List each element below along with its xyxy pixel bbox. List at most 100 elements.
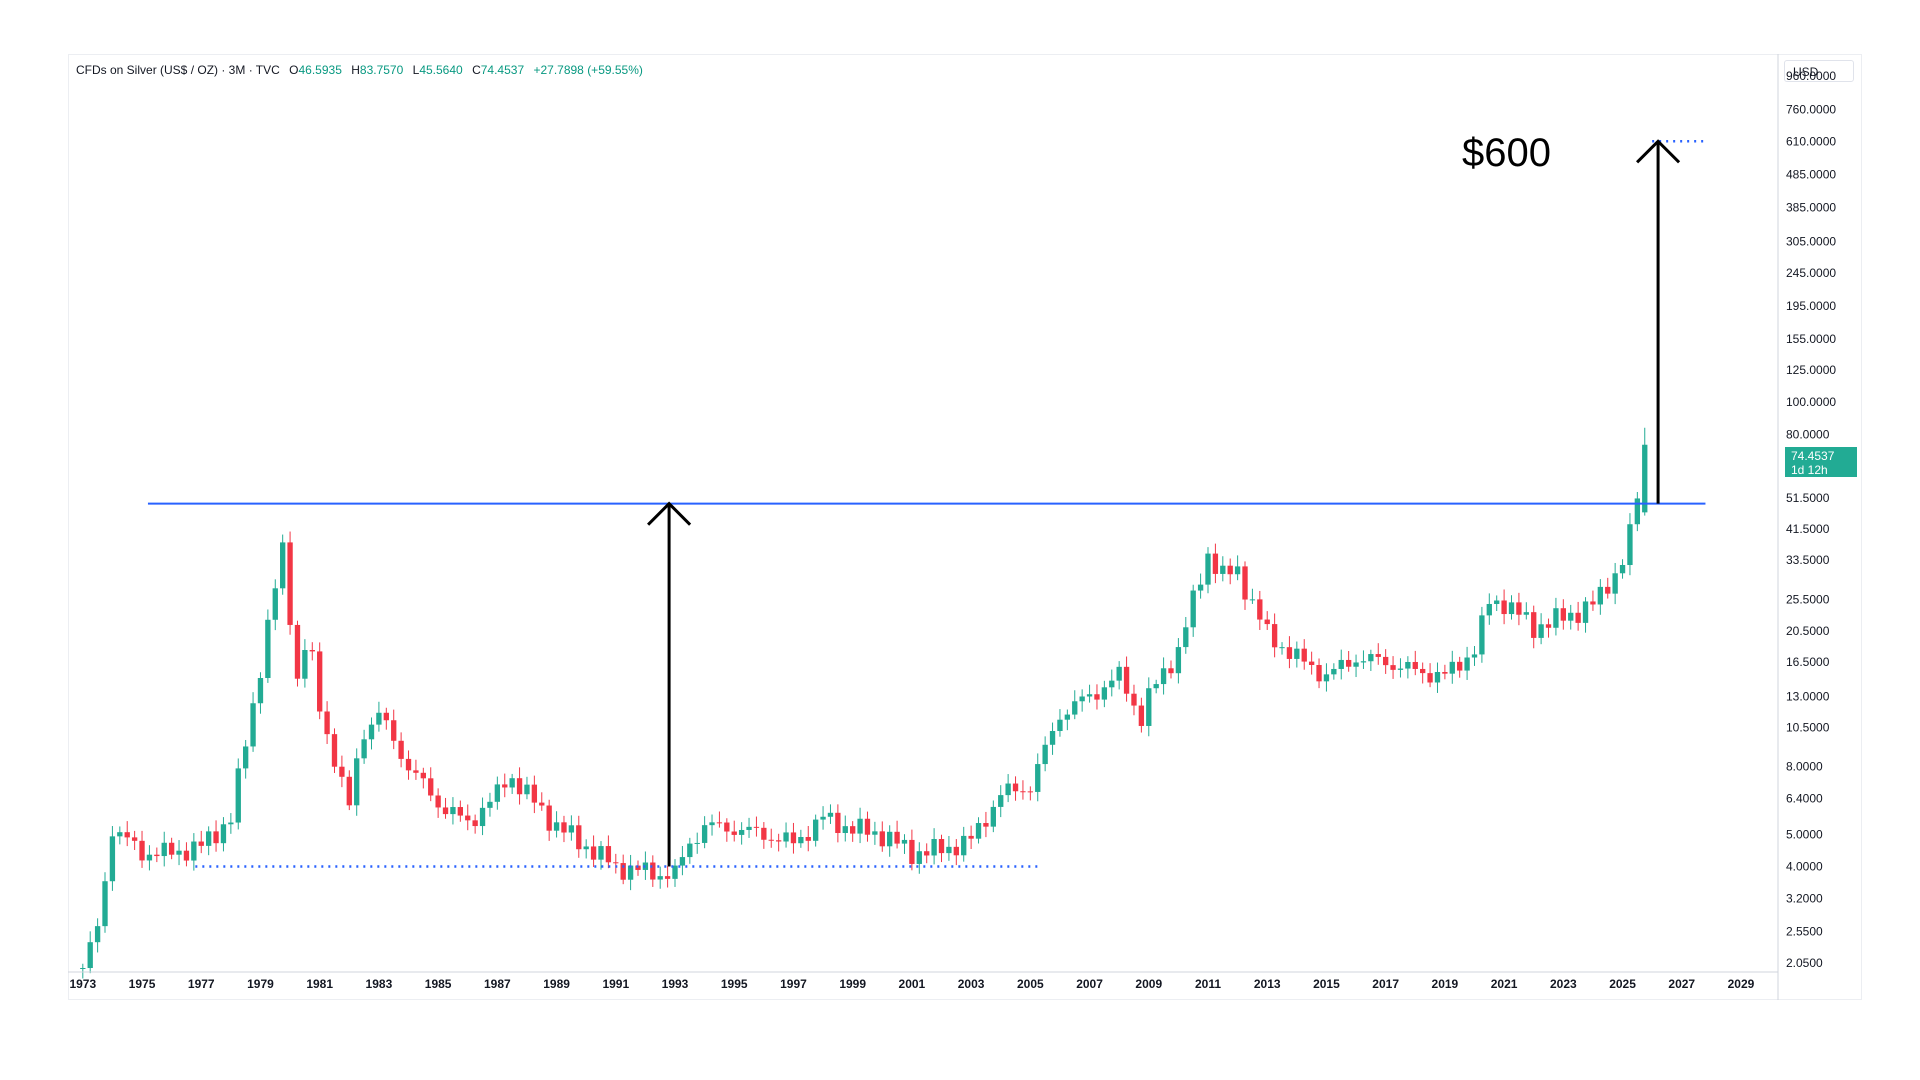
candle-body — [975, 823, 982, 839]
candle-body — [894, 831, 900, 844]
y-tick-label: 195.0000 — [1786, 299, 1836, 313]
candle-body — [1590, 601, 1596, 605]
candle-body — [1294, 648, 1300, 659]
candle-body — [1072, 701, 1078, 715]
candle-body — [1049, 731, 1056, 745]
y-tick-label: 2.0500 — [1786, 956, 1823, 970]
candle-body — [154, 854, 160, 857]
candle-body — [494, 784, 501, 802]
candle-body — [1279, 647, 1285, 649]
candle-body — [1605, 586, 1611, 594]
candle-body — [1316, 664, 1322, 682]
candle-body — [968, 835, 974, 839]
candle-body — [1116, 666, 1122, 681]
x-tick-label: 2027 — [1668, 977, 1695, 991]
candle-body — [428, 778, 434, 796]
x-tick-label: 2001 — [899, 977, 926, 991]
candle-body — [368, 724, 375, 740]
x-tick-label: 1985 — [425, 977, 452, 991]
candle-body — [479, 807, 486, 827]
candle-body — [80, 968, 86, 969]
candle-body — [761, 827, 767, 840]
candle-body — [1249, 599, 1256, 601]
x-tick-label: 1975 — [129, 977, 156, 991]
measure-arrow-left[interactable] — [647, 501, 692, 867]
candle-body — [1338, 659, 1344, 669]
candle-body — [1560, 608, 1566, 621]
candle-body — [953, 846, 959, 856]
candle-body — [294, 624, 301, 679]
candle-body — [620, 863, 626, 880]
candle-body — [1101, 687, 1108, 700]
candle-body — [1427, 673, 1433, 683]
candle-body — [775, 840, 782, 842]
candle-body — [664, 876, 671, 879]
candle-body — [835, 812, 841, 834]
candle-body — [709, 822, 715, 826]
x-tick-label: 2011 — [1195, 977, 1221, 991]
candle-body — [998, 795, 1004, 807]
candle-body — [405, 758, 412, 771]
y-tick-label: 33.5000 — [1786, 553, 1830, 567]
y-tick-label: 155.0000 — [1786, 332, 1836, 346]
candle-body — [1479, 615, 1485, 655]
candle-body — [746, 826, 752, 830]
x-tick-label: 1977 — [188, 977, 215, 991]
y-tick-label: 6.4000 — [1786, 792, 1823, 806]
candle-body — [642, 862, 649, 870]
candle-body — [1442, 672, 1448, 674]
open-label: O — [289, 63, 299, 77]
candle-body — [1175, 647, 1182, 674]
candle-body — [1568, 612, 1574, 621]
candle-body — [516, 778, 523, 795]
candle-body — [946, 846, 952, 854]
candle-body — [183, 850, 190, 861]
x-tick-label: 1989 — [543, 977, 570, 991]
y-tick-label: 5.0000 — [1786, 827, 1823, 841]
x-tick-label: 2025 — [1609, 977, 1636, 991]
y-tick-label: 16.5000 — [1786, 655, 1830, 669]
candle-body — [990, 806, 996, 827]
candle-body — [731, 831, 737, 835]
candle-body — [1146, 688, 1152, 726]
candle-body — [864, 818, 871, 835]
candle-body — [1634, 498, 1641, 525]
x-tick-label: 1983 — [366, 977, 393, 991]
candle-body — [457, 807, 464, 816]
x-tick-label: 1979 — [247, 977, 274, 991]
candle-body — [909, 839, 915, 864]
candle-body — [331, 734, 338, 767]
x-tick-label: 1981 — [306, 977, 333, 991]
candle-body — [598, 846, 604, 860]
candle-body — [1005, 783, 1011, 796]
candle-body — [1035, 764, 1041, 792]
candle-body — [1190, 590, 1196, 628]
measure-arrow-right[interactable] — [1636, 139, 1681, 504]
candle-body — [257, 678, 264, 704]
candle-body — [539, 802, 545, 806]
candle-body — [391, 720, 397, 741]
candle-body — [176, 850, 182, 855]
candle-body — [487, 801, 493, 808]
y-tick-label: 51.5000 — [1786, 491, 1830, 505]
candle-body — [1064, 714, 1071, 720]
last-price-value: 74.4537 — [1791, 449, 1835, 463]
x-tick-label: 1999 — [839, 977, 866, 991]
chart-frame — [68, 54, 1862, 1000]
candle-body — [583, 846, 589, 850]
symbol-name[interactable]: CFDs on Silver (US$ / OZ) · 3M · TVC — [76, 63, 280, 77]
x-tick-label: 2023 — [1550, 977, 1577, 991]
candle-body — [879, 831, 885, 847]
candle-body — [857, 818, 863, 834]
candle-body — [1057, 719, 1063, 732]
currency-button[interactable]: USD — [1784, 60, 1854, 82]
candle-body — [1375, 654, 1381, 657]
x-tick-label: 2003 — [958, 977, 985, 991]
candle-body — [1345, 659, 1352, 667]
y-tick-label: 2.5500 — [1786, 925, 1823, 939]
y-tick-label: 20.5000 — [1786, 624, 1830, 638]
candle-body — [220, 824, 227, 844]
candle-body — [376, 712, 382, 725]
candle-body — [1405, 661, 1411, 669]
